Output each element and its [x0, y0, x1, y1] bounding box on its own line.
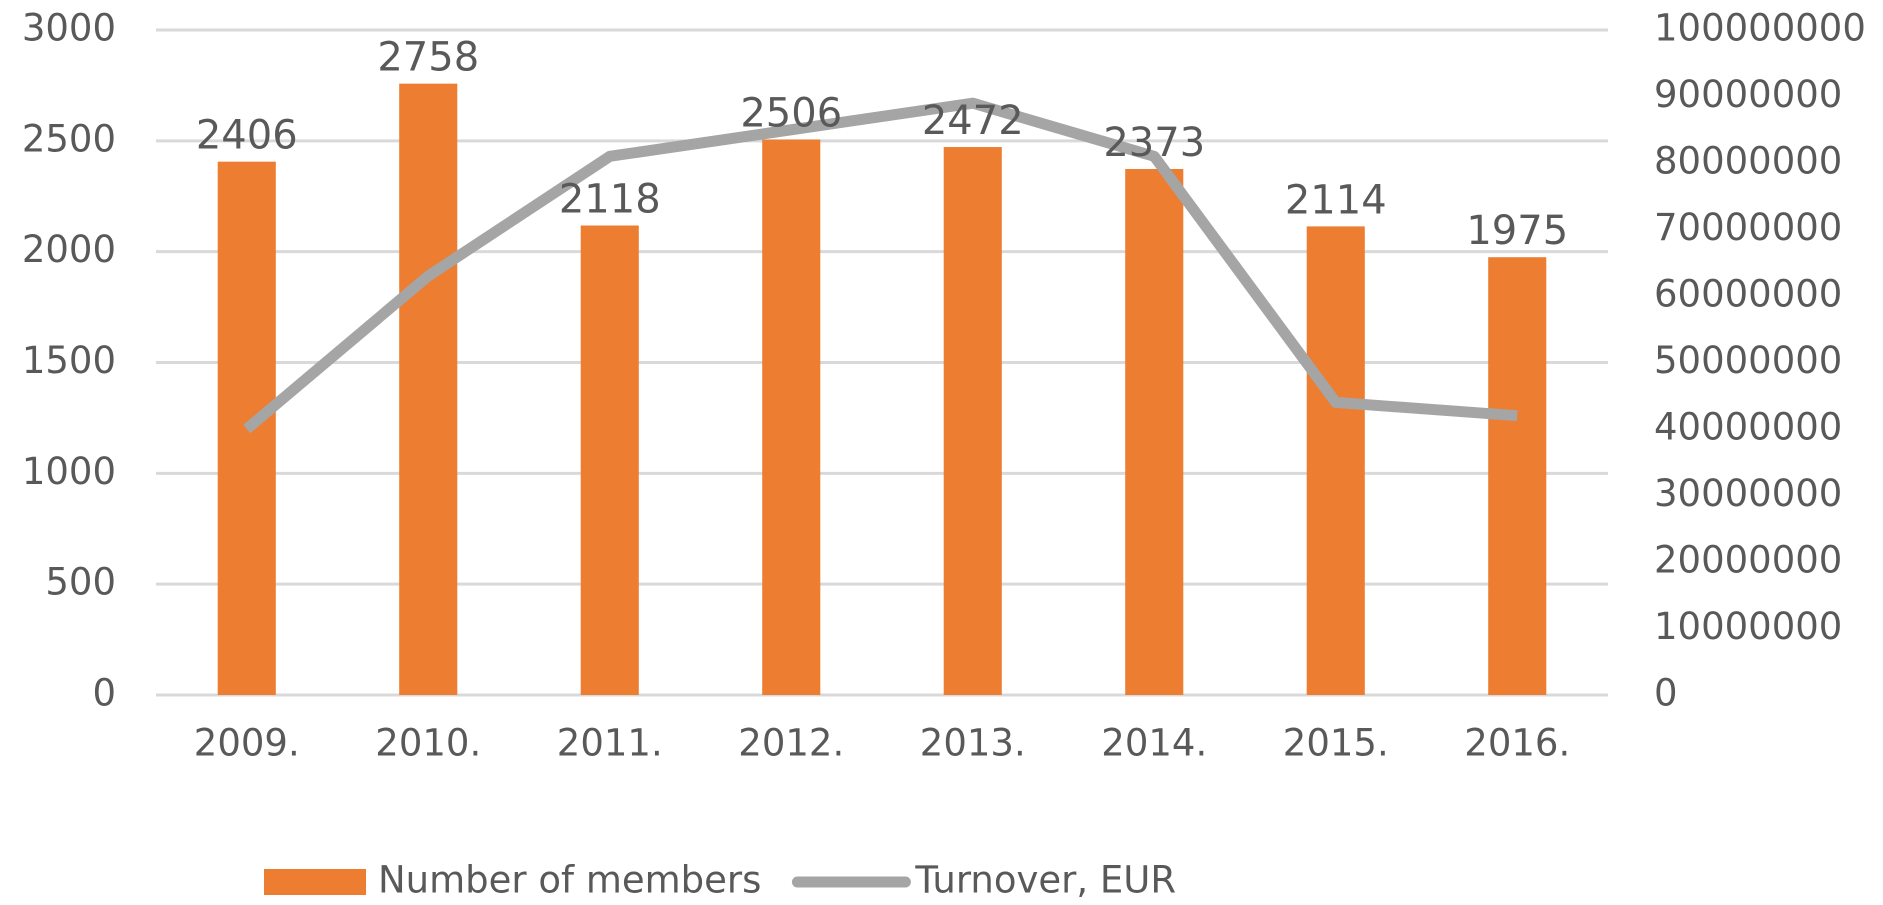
y2-tick-label: 70000000 — [1654, 206, 1842, 249]
x-tick-label: 2011. — [557, 722, 663, 765]
y-tick-label: 3000 — [22, 7, 116, 50]
y2-tick-label: 40000000 — [1654, 406, 1842, 449]
legend-label: Number of members — [378, 859, 761, 902]
y2-tick-label: 80000000 — [1654, 140, 1842, 183]
bar — [943, 147, 1002, 696]
bar — [1125, 168, 1184, 696]
data-label: 2406 — [196, 113, 298, 159]
y2-tick-label: 100000000 — [1654, 7, 1866, 50]
y2-tick-label: 90000000 — [1654, 73, 1842, 116]
y-tick-label: 500 — [45, 561, 116, 604]
bar — [1306, 226, 1365, 695]
bar — [762, 139, 821, 696]
y-tick-label: 1500 — [22, 339, 116, 382]
bar — [399, 83, 458, 696]
y2-tick-label: 30000000 — [1654, 472, 1842, 515]
y-tick-label: 2500 — [22, 117, 116, 160]
y2-tick-label: 0 — [1654, 672, 1678, 715]
x-tick-label: 2012. — [738, 722, 844, 765]
data-label: 2758 — [377, 35, 479, 81]
y-tick-label: 1000 — [22, 450, 116, 493]
data-label: 2373 — [1103, 120, 1205, 166]
y-tick-label: 0 — [92, 672, 116, 715]
line — [243, 97, 1518, 434]
x-tick-label: 2013. — [920, 722, 1026, 765]
data-label: 2118 — [559, 177, 661, 223]
x-tick-label: 2014. — [1101, 722, 1207, 765]
x-tick-label: 2010. — [375, 722, 481, 765]
data-label: 2506 — [740, 91, 842, 137]
legend-swatch — [264, 869, 366, 895]
y-tick-label: 2000 — [22, 228, 116, 271]
y2-tick-label: 60000000 — [1654, 273, 1842, 316]
y2-tick-label: 20000000 — [1654, 539, 1842, 582]
y2-tick-label: 10000000 — [1654, 605, 1842, 648]
data-label: 2114 — [1285, 177, 1387, 223]
x-tick-label: 2016. — [1464, 722, 1570, 765]
legend-label: Turnover, EUR — [914, 859, 1176, 902]
data-label: 2472 — [922, 98, 1024, 144]
bar — [1488, 257, 1547, 695]
x-tick-label: 2015. — [1283, 722, 1389, 765]
bar — [580, 225, 639, 695]
x-tick-label: 2009. — [194, 722, 300, 765]
y2-tick-label: 50000000 — [1654, 339, 1842, 382]
data-label: 1975 — [1466, 208, 1568, 254]
